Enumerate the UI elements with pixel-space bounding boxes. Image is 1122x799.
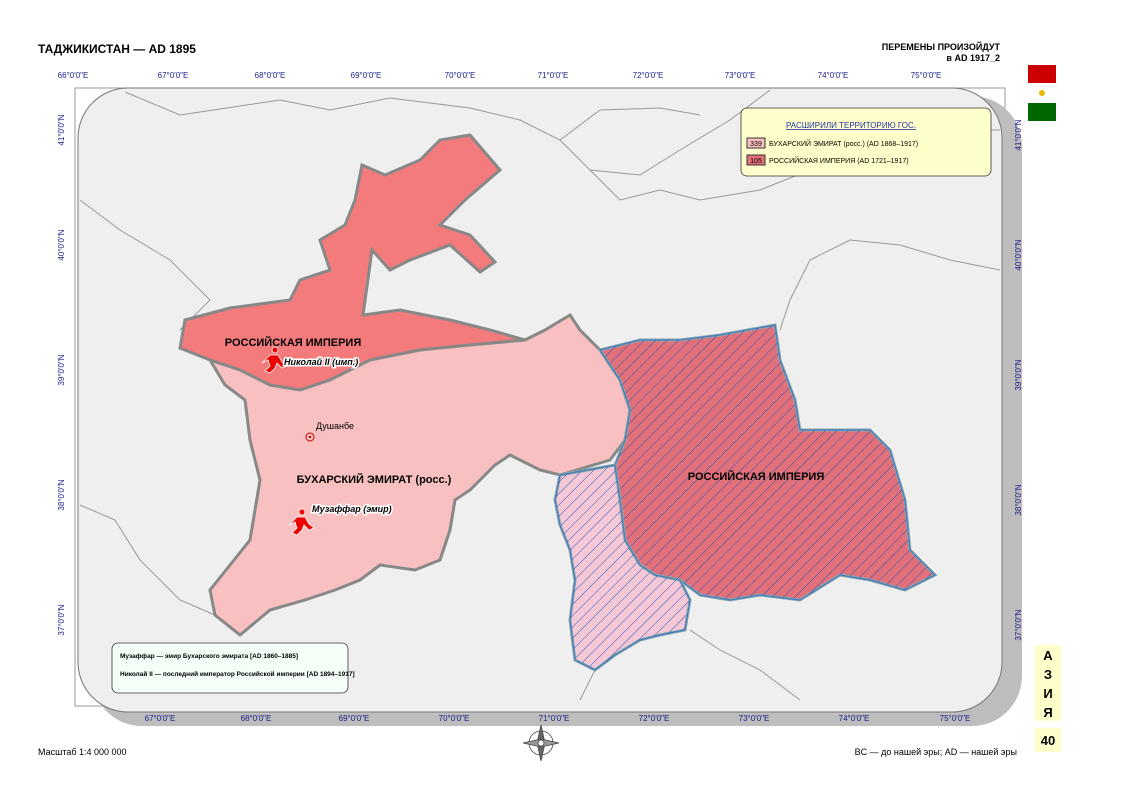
lon-label: 73°0'0"E xyxy=(739,714,770,723)
lon-label: 70°0'0"E xyxy=(445,71,476,80)
lat-label: 40°0'0"N xyxy=(1014,239,1023,270)
region-label: РОССИЙСКАЯ ИМПЕРИЯ xyxy=(688,470,825,483)
flag xyxy=(1028,65,1056,121)
region-label: БУХАРСКИЙ ЭМИРАТ (росс.) xyxy=(297,473,452,486)
legend-code: 105 xyxy=(750,158,762,165)
lon-label: 72°0'0"E xyxy=(639,714,670,723)
lon-label: 73°0'0"E xyxy=(725,71,756,80)
graticule: 66°0'0"E 67°0'0"E 68°0'0"E 69°0'0"E 70°0'0"E… xyxy=(57,71,1023,723)
lon-label: 68°0'0"E xyxy=(255,71,286,80)
lon-label: 68°0'0"E xyxy=(241,714,272,723)
lon-label: 75°0'0"E xyxy=(940,714,971,723)
note: в AD 1917_2 xyxy=(946,53,1000,63)
lon-label: 74°0'0"E xyxy=(839,714,870,723)
legend xyxy=(740,107,992,177)
region-southwest-hatch xyxy=(554,464,691,671)
ruler-icon xyxy=(261,346,315,536)
city-marker xyxy=(305,432,315,442)
region-bukhara xyxy=(206,312,632,637)
lat-label: 41°0'0"N xyxy=(1014,119,1023,150)
ruler-label: Музаффар (эмир) xyxy=(312,504,392,514)
ruler-label: Николай II (имп.) xyxy=(284,357,358,367)
legend-title: РАСШИРИЛИ ТЕРРИТОРИЮ ГОС. xyxy=(786,121,916,130)
note-text: Музаффар — эмир Бухарского эмирата [AD 1… xyxy=(120,653,298,660)
side-letter: А xyxy=(1043,648,1053,663)
lat-label: 38°0'0"N xyxy=(57,479,66,510)
note-text: Николай II — последний император Российс… xyxy=(120,670,355,678)
lat-label: 41°0'0"N xyxy=(57,114,66,145)
compass xyxy=(522,724,560,762)
lon-label: 71°0'0"E xyxy=(538,71,569,80)
notes-box xyxy=(111,642,349,694)
city-marker xyxy=(308,435,312,439)
side-box xyxy=(1035,728,1061,752)
lon-label: 70°0'0"E xyxy=(439,714,470,723)
scale: Масштаб 1:4 000 000 xyxy=(38,747,127,757)
side-box xyxy=(1035,645,1061,721)
lon-label: 66°0'0"E xyxy=(58,71,89,80)
lon-label: 69°0'0"E xyxy=(339,714,370,723)
lon-label: 71°0'0"E xyxy=(539,714,570,723)
legend-swatch xyxy=(746,137,766,149)
side-letter: Я xyxy=(1043,705,1052,720)
legend-label: РОССИЙСКАЯ ИМПЕРИЯ (AD 1721–1917) xyxy=(769,156,909,165)
lon-label: 69°0'0"E xyxy=(351,71,382,80)
era-note: BC — до нашей эры; AD — нашей эры xyxy=(855,747,1017,757)
legend-code: 339 xyxy=(750,141,762,148)
city-label: Душанбе xyxy=(316,421,354,431)
borders xyxy=(79,89,1001,701)
title: ТАДЖИКИСТАН — AD 1895 xyxy=(38,42,196,56)
page-number: 40 xyxy=(1041,733,1055,748)
lon-label: 72°0'0"E xyxy=(633,71,664,80)
lat-label: 37°0'0"N xyxy=(57,604,66,635)
legend-label: БУХАРСКИЙ ЭМИРАТ (росс.) (AD 1868–1917) xyxy=(769,139,918,148)
lon-label: 67°0'0"E xyxy=(158,71,189,80)
side-letter: З xyxy=(1044,667,1052,682)
lat-label: 38°0'0"N xyxy=(1014,484,1023,515)
lat-label: 37°0'0"N xyxy=(1014,609,1023,640)
region-label: РОССИЙСКАЯ ИМПЕРИЯ xyxy=(225,336,362,349)
lat-label: 39°0'0"N xyxy=(1014,359,1023,390)
side-letter: И xyxy=(1043,686,1052,701)
note: ПЕРЕМЕНЫ ПРОИЗОЙДУТ xyxy=(882,41,1001,52)
lat-label: 39°0'0"N xyxy=(57,354,66,385)
lon-label: 74°0'0"E xyxy=(818,71,849,80)
lon-label: 75°0'0"E xyxy=(911,71,942,80)
legend-swatch xyxy=(746,154,766,166)
lat-label: 40°0'0"N xyxy=(57,229,66,260)
lon-label: 67°0'0"E xyxy=(145,714,176,723)
